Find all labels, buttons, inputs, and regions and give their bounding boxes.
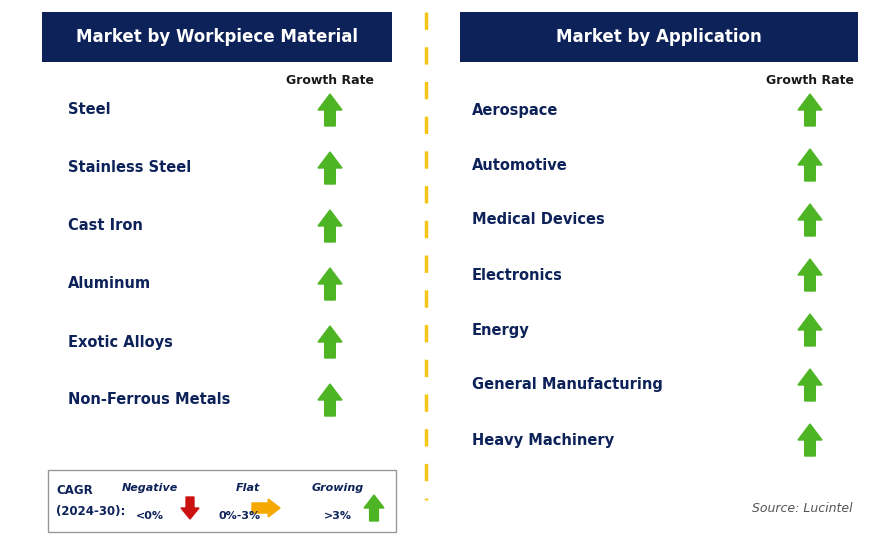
Text: General Manufacturing: General Manufacturing: [472, 377, 663, 393]
Polygon shape: [318, 326, 342, 358]
Polygon shape: [798, 94, 822, 126]
Text: 0%-3%: 0%-3%: [219, 511, 261, 521]
Text: Steel: Steel: [68, 102, 111, 118]
Polygon shape: [318, 268, 342, 300]
Polygon shape: [252, 499, 280, 517]
Polygon shape: [798, 149, 822, 181]
Text: Energy: Energy: [472, 322, 530, 338]
Polygon shape: [318, 94, 342, 126]
Text: Stainless Steel: Stainless Steel: [68, 161, 191, 175]
Polygon shape: [318, 210, 342, 242]
Text: Negative: Negative: [121, 483, 178, 493]
Polygon shape: [798, 369, 822, 401]
Text: Automotive: Automotive: [472, 157, 568, 173]
Text: >3%: >3%: [324, 511, 352, 521]
Text: Cast Iron: Cast Iron: [68, 218, 143, 234]
Text: Aluminum: Aluminum: [68, 277, 151, 292]
Text: CAGR: CAGR: [56, 483, 93, 497]
Text: (2024-30):: (2024-30):: [56, 505, 125, 519]
Polygon shape: [798, 424, 822, 456]
Text: Growth Rate: Growth Rate: [766, 74, 854, 86]
Polygon shape: [798, 259, 822, 291]
Polygon shape: [798, 204, 822, 236]
Text: Growing: Growing: [312, 483, 364, 493]
Text: Medical Devices: Medical Devices: [472, 212, 605, 228]
Polygon shape: [181, 497, 199, 519]
FancyBboxPatch shape: [48, 470, 396, 532]
Bar: [42, 12, 392, 62]
Text: Market by Application: Market by Application: [556, 28, 762, 46]
Text: Growth Rate: Growth Rate: [286, 74, 374, 86]
Text: <0%: <0%: [136, 511, 164, 521]
Bar: [460, 12, 858, 62]
Text: Electronics: Electronics: [472, 267, 563, 283]
Text: Source: Lucintel: Source: Lucintel: [753, 502, 853, 514]
Text: Heavy Machinery: Heavy Machinery: [472, 432, 614, 448]
Text: Flat: Flat: [236, 483, 260, 493]
Text: Non-Ferrous Metals: Non-Ferrous Metals: [68, 393, 230, 408]
Text: Aerospace: Aerospace: [472, 102, 558, 118]
Polygon shape: [318, 384, 342, 416]
Polygon shape: [364, 495, 384, 521]
Text: Exotic Alloys: Exotic Alloys: [68, 334, 173, 349]
Text: Market by Workpiece Material: Market by Workpiece Material: [76, 28, 358, 46]
Polygon shape: [318, 152, 342, 184]
Polygon shape: [798, 314, 822, 346]
